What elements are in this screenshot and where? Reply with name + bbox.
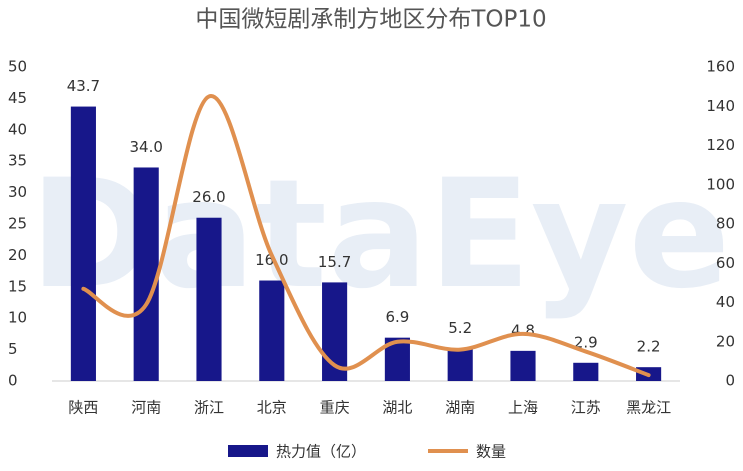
y2-tick-label: 100 xyxy=(706,175,735,193)
y-tick-label: 50 xyxy=(8,58,27,76)
value-label: 26.0 xyxy=(192,188,225,206)
y-tick-label: 0 xyxy=(8,372,18,390)
bar xyxy=(510,350,536,381)
line xyxy=(81,94,651,378)
x-tick-label: 黑龙江 xyxy=(626,399,671,417)
value-label: 6.9 xyxy=(385,308,409,326)
value-label: 34.0 xyxy=(129,138,162,156)
x-tick-label: 上海 xyxy=(508,399,538,417)
y-tick-label: 20 xyxy=(8,246,27,264)
bar xyxy=(196,217,222,381)
y2-tick-label: 60 xyxy=(716,254,735,272)
value-label: 15.7 xyxy=(318,253,351,271)
x-tick-label: 湖南 xyxy=(445,399,475,417)
y2-tick-label: 40 xyxy=(716,293,735,311)
y-tick-label: 5 xyxy=(8,340,18,358)
legend-label: 数量 xyxy=(476,443,506,461)
y-tick-label: 40 xyxy=(8,120,27,138)
y-tick-label: 35 xyxy=(8,152,27,170)
y2-tick-label: 20 xyxy=(716,332,735,350)
x-tick-label: 陕西 xyxy=(68,399,98,417)
bar xyxy=(133,167,159,381)
x-tick-label: 江苏 xyxy=(571,399,601,417)
y-tick-label: 45 xyxy=(8,89,27,107)
x-tick-label: 重庆 xyxy=(320,399,350,417)
value-label: 43.7 xyxy=(67,77,100,95)
bar xyxy=(259,280,285,381)
y2-tick-label: 80 xyxy=(716,215,735,233)
legend-label: 热力值（亿） xyxy=(276,443,366,461)
y-tick-label: 10 xyxy=(8,309,27,327)
y-tick-label: 15 xyxy=(8,277,27,295)
y2-tick-label: 140 xyxy=(706,97,735,115)
y2-tick-label: 160 xyxy=(706,58,735,76)
y-tick-label: 25 xyxy=(8,215,27,233)
y-tick-label: 30 xyxy=(8,183,27,201)
x-tick-label: 河南 xyxy=(131,399,161,417)
x-tick-label: 北京 xyxy=(257,399,287,417)
value-label: 2.9 xyxy=(574,333,598,351)
value-label: 2.2 xyxy=(637,338,661,356)
x-tick-label: 浙江 xyxy=(194,399,224,417)
legend-swatch xyxy=(228,445,268,457)
x-tick-label: 湖北 xyxy=(382,399,412,417)
chart-title: 中国微短剧承制方地区分布TOP10 xyxy=(195,7,546,33)
bar xyxy=(70,106,96,382)
bar xyxy=(573,362,599,381)
value-label: 5.2 xyxy=(448,319,472,337)
bar xyxy=(447,348,473,381)
y2-tick-label: 0 xyxy=(725,372,735,390)
y2-tick-label: 120 xyxy=(706,136,735,154)
